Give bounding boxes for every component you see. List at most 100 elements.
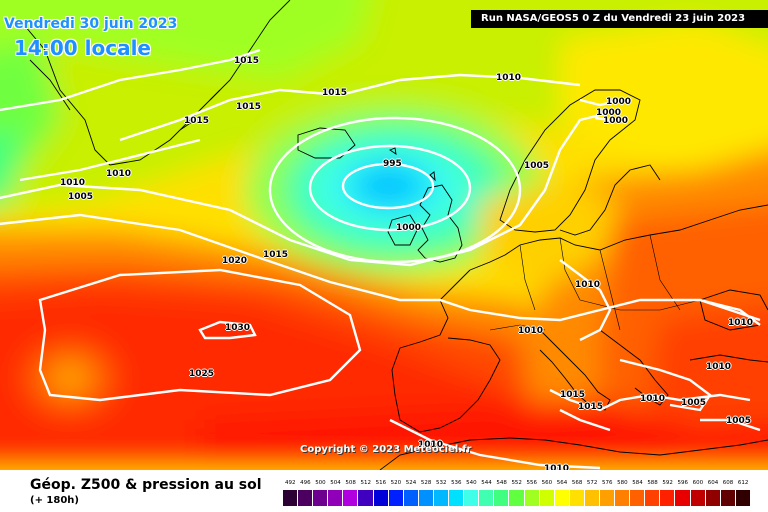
legend-swatch	[494, 490, 510, 506]
legend-label: 528	[420, 480, 432, 486]
pressure-label: 1015	[236, 102, 262, 112]
isobars	[0, 48, 761, 470]
legend-swatch	[433, 490, 450, 506]
pressure-label: 1000	[603, 116, 629, 126]
weather-map: 1015 1015 1015 1015 1010 1010 1010 1005 …	[0, 0, 768, 470]
pressure-label: 1010	[706, 362, 732, 372]
model-run-info: Run NASA/GEOS5 0 Z du Vendredi 23 juin 2…	[471, 10, 768, 28]
legend-swatch	[705, 490, 721, 506]
legend-swatch	[615, 490, 631, 506]
pressure-label: 1015	[322, 88, 348, 98]
forecast-lead-time: (+ 180h)	[30, 495, 79, 506]
legend-label: 608	[722, 480, 734, 486]
legend-label: 564	[556, 480, 568, 486]
legend-label: 556	[526, 480, 538, 486]
pressure-label: 1015	[560, 390, 586, 400]
pressure-label: 1010	[640, 394, 666, 404]
pressure-label: 1010	[518, 326, 544, 336]
legend-label: 552	[511, 480, 522, 486]
legend-label: 512	[360, 480, 371, 486]
copyright-notice: Copyright © 2023 Meteociel.fr	[300, 444, 472, 455]
legend-label: 568	[571, 480, 583, 486]
pressure-label: 1010	[728, 318, 754, 328]
legend-swatch	[599, 490, 616, 506]
legend-swatch	[313, 490, 329, 506]
pressure-label: 1015	[263, 250, 289, 260]
legend-swatch	[403, 490, 419, 506]
pressure-label: 1000	[596, 108, 622, 118]
legend-swatch	[645, 490, 661, 506]
pressure-label: 1005	[68, 192, 94, 202]
legend-label: 548	[496, 480, 507, 486]
legend-label: 600	[692, 480, 704, 486]
legend-swatch	[690, 490, 706, 506]
legend-label: 596	[677, 480, 689, 486]
legend-swatch	[660, 490, 676, 506]
legend-swatch	[509, 490, 525, 506]
pressure-label: 1020	[222, 256, 248, 266]
legend-swatch	[630, 490, 646, 506]
legend-swatch	[283, 490, 299, 506]
forecast-date: Vendredi 30 juin 2023	[4, 16, 178, 32]
legend-label: 516	[375, 480, 387, 486]
legend-label: 560	[541, 480, 553, 486]
forecast-time: 14:00 locale	[14, 36, 151, 60]
color-legend	[283, 490, 751, 506]
map-canvas	[0, 0, 768, 470]
legend-swatch	[358, 490, 374, 506]
map-title: Géop. Z500 & pression au sol	[30, 477, 262, 493]
legend-label: 504	[330, 480, 341, 486]
pressure-label: 1005	[681, 398, 707, 408]
legend-swatch	[675, 490, 691, 506]
pressure-label: 1030	[225, 323, 251, 333]
pressure-label: 1025	[189, 369, 215, 379]
legend-swatch	[449, 490, 465, 506]
legend-swatch	[554, 490, 570, 506]
legend-label: 536	[451, 480, 462, 486]
pressure-label: 1005	[524, 161, 550, 171]
legend-swatch	[343, 490, 359, 506]
legend-label: 532	[435, 480, 447, 486]
legend-swatch	[373, 490, 389, 506]
legend-label: 500	[315, 480, 326, 486]
legend-swatch	[464, 490, 480, 506]
legend-label: 588	[647, 480, 658, 486]
legend-label: 584	[632, 480, 643, 486]
legend-swatch	[418, 490, 434, 506]
pressure-label: 1010	[496, 73, 522, 83]
legend-swatch	[328, 490, 344, 506]
pressure-label: 1010	[575, 280, 601, 290]
pressure-label: 1015	[234, 56, 260, 66]
pressure-label: 1010	[418, 440, 444, 450]
legend-label: 604	[707, 480, 719, 486]
pressure-label: 1000	[396, 223, 422, 233]
pressure-label: 1000	[606, 97, 632, 107]
pressure-label: 1005	[726, 416, 752, 426]
legend-swatch	[720, 490, 736, 506]
legend-swatch	[479, 490, 495, 506]
pressure-label: 995	[383, 159, 402, 169]
legend-swatch	[388, 490, 404, 506]
pressure-label: 1010	[106, 169, 132, 179]
legend-swatch	[569, 490, 585, 506]
legend-label: 572	[586, 480, 598, 486]
legend-swatch	[298, 490, 314, 506]
legend-labels: 492 496 500 504 508 512 516 520 524 528 532 536 540 5…	[283, 480, 751, 490]
legend-label: 492	[285, 480, 296, 486]
legend-label: 576	[602, 480, 613, 486]
legend-label: 544	[481, 480, 492, 486]
legend-label: 580	[617, 480, 628, 486]
legend-swatch	[524, 490, 540, 506]
pressure-label: 1015	[184, 116, 210, 126]
legend-label: 540	[466, 480, 477, 486]
legend-swatch	[539, 490, 555, 506]
pressure-label: 1010	[60, 178, 86, 188]
pressure-label: 1010	[544, 464, 570, 470]
legend-swatch	[735, 490, 751, 506]
legend-label: 496	[300, 480, 311, 486]
legend-label: 612	[737, 480, 749, 486]
pressure-label: 1015	[578, 402, 604, 412]
legend-swatch	[584, 490, 600, 506]
legend-label: 508	[345, 480, 356, 486]
geopotential-field	[0, 0, 768, 470]
